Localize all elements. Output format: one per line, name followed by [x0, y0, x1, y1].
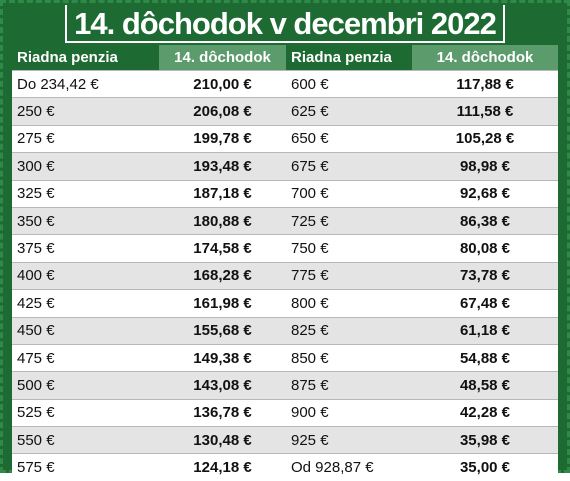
table-cell: 850 €	[286, 343, 412, 372]
table-cell: Do 234,42 €	[12, 69, 159, 98]
table-cell: 54,88 €	[412, 343, 558, 372]
table-cell: 325 €	[12, 179, 159, 208]
table-cell: 161,98 €	[159, 289, 286, 318]
table-cell: 92,68 €	[412, 179, 558, 208]
table-cell: 550 €	[12, 426, 159, 454]
table-cell: 375 €	[12, 234, 159, 263]
table-cell: 650 €	[286, 124, 412, 153]
table-cell: 525 €	[12, 398, 159, 427]
table-cell: 625 €	[286, 97, 412, 126]
table-cell: 155,68 €	[159, 316, 286, 345]
table-cell: 143,08 €	[159, 371, 286, 400]
table-cell: 350 €	[12, 206, 159, 235]
table-row: 400 €168,28 €775 €73,78 €	[12, 261, 558, 290]
table-row: 300 €193,48 €675 €98,98 €	[12, 152, 558, 181]
table-row: Do 234,42 €210,00 €600 €117,88 €	[12, 69, 558, 98]
table-cell: 775 €	[286, 261, 412, 290]
table-row: 375 €174,58 €750 €80,08 €	[12, 234, 558, 263]
table-cell: 35,98 €	[412, 426, 558, 454]
table-cell: 700 €	[286, 179, 412, 208]
table-cell: Od 928,87 €	[286, 453, 412, 481]
table-cell: 124,18 €	[159, 453, 286, 481]
table-cell: 48,58 €	[412, 371, 558, 400]
table-cell: 500 €	[12, 371, 159, 400]
table-cell: 136,78 €	[159, 398, 286, 427]
table-cell: 187,18 €	[159, 179, 286, 208]
header-row: Riadna penzia 14. dôchodok Riadna penzia 14…	[12, 45, 558, 71]
table-row: 425 €161,98 €800 €67,48 €	[12, 289, 558, 318]
title: 14. dôchodok v decembri 2022	[65, 5, 505, 43]
table-cell: 300 €	[12, 152, 159, 181]
table-cell: 111,58 €	[412, 97, 558, 126]
table-cell: 210,00 €	[159, 69, 286, 98]
table-row: 525 €136,78 €900 €42,28 €	[12, 398, 558, 427]
table-cell: 725 €	[286, 206, 412, 235]
table-row: 250 €206,08 €625 €111,58 €	[12, 97, 558, 126]
table-cell: 675 €	[286, 152, 412, 181]
table-cell: 575 €	[12, 453, 159, 481]
table-cell: 275 €	[12, 124, 159, 153]
table-cell: 600 €	[286, 69, 412, 98]
table-cell: 825 €	[286, 316, 412, 345]
table-cell: 61,18 €	[412, 316, 558, 345]
table-cell: 450 €	[12, 316, 159, 345]
table-cell: 875 €	[286, 371, 412, 400]
table-row: 575 €124,18 € Od 928,87 €35,00 €	[12, 453, 558, 481]
table-cell: 425 €	[12, 289, 159, 318]
header-cell: 14. dôchodok	[412, 45, 558, 71]
table-cell: 98,98 €	[412, 152, 558, 181]
table: Riadna penzia 14. dôchodok Riadna penzia 14…	[12, 45, 558, 481]
table-row: 475 €149,38 €850 €54,88 €	[12, 343, 558, 372]
table-row: 550 €130,48 €925 €35,98 €	[12, 426, 558, 454]
table-row: 450 €155,68 €825 €61,18 €	[12, 316, 558, 345]
table-cell: 180,88 €	[159, 206, 286, 235]
table-body: Do 234,42 €210,00 €600 €117,88 €250 €206…	[12, 69, 558, 481]
table-cell: 925 €	[286, 426, 412, 454]
table-cell: 475 €	[12, 343, 159, 372]
table-row: 500 €143,08 €875 €48,58 €	[12, 371, 558, 400]
table-cell: 193,48 €	[159, 152, 286, 181]
table-cell: 117,88 €	[412, 69, 558, 98]
table-cell: 174,58 €	[159, 234, 286, 263]
table-cell: 199,78 €	[159, 124, 286, 153]
table-cell: 750 €	[286, 234, 412, 263]
table-cell: 206,08 €	[159, 97, 286, 126]
table-cell: 105,28 €	[412, 124, 558, 153]
header-cell: 14. dôchodok	[159, 45, 286, 71]
table-cell: 86,38 €	[412, 206, 558, 235]
table-cell: 73,78 €	[412, 261, 558, 290]
table-cell: 250 €	[12, 97, 159, 126]
table-cell: 149,38 €	[159, 343, 286, 372]
table-cell: 130,48 €	[159, 426, 286, 454]
table-cell: 67,48 €	[412, 289, 558, 318]
header-cell: Riadna penzia	[286, 45, 412, 71]
table-cell: 168,28 €	[159, 261, 286, 290]
table-cell: 35,00 €	[412, 453, 558, 481]
table-row: 325 €187,18 €700 €92,68 €	[12, 179, 558, 208]
table-cell: 80,08 €	[412, 234, 558, 263]
table-cell: 800 €	[286, 289, 412, 318]
table-cell: 42,28 €	[412, 398, 558, 427]
header-cell: Riadna penzia	[12, 45, 159, 71]
table-row: 350 €180,88 €725 €86,38 €	[12, 206, 558, 235]
table-row: 275 €199,78 €650 €105,28 €	[12, 124, 558, 153]
table-cell: 400 €	[12, 261, 159, 290]
table-cell: 900 €	[286, 398, 412, 427]
